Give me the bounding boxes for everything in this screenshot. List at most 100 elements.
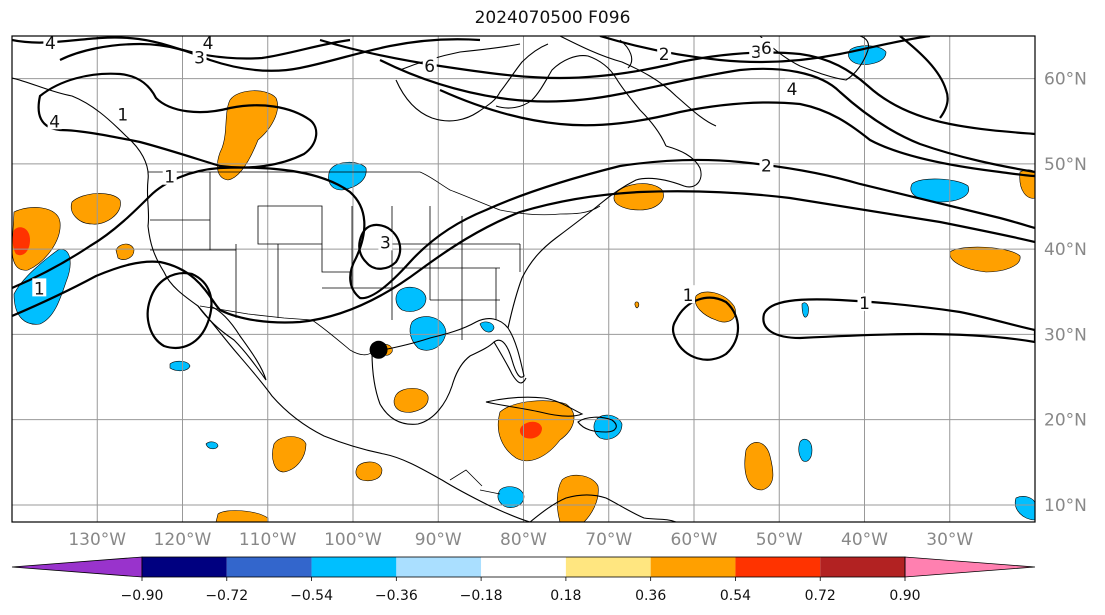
- colorbar-segment: [481, 557, 566, 577]
- contour-label-background: [759, 37, 774, 56]
- contour-value-label: 1: [683, 286, 694, 306]
- contour-line: [37, 72, 318, 169]
- latitude-labels: 60°N 50°N 40°N 30°N 20°N 10°N: [1044, 70, 1087, 516]
- anomaly-core: [12, 227, 31, 256]
- anomaly-region: [12, 207, 61, 271]
- contour-label-background: [422, 55, 437, 74]
- contour-lines: [12, 36, 1035, 361]
- contour-label-background: [115, 104, 130, 123]
- contour-line: [12, 36, 351, 60]
- colorbar-tick-labels: −0.90 −0.72 −0.54 −0.36 −0.18 0.18 0.36 0.54 0.7…: [121, 577, 921, 604]
- contour-line: [12, 158, 1035, 300]
- colorbar-tick-label: 0.54: [720, 588, 751, 604]
- latitude-tick-label: 30°N: [1044, 325, 1087, 345]
- contour-value-label: 1: [859, 294, 870, 314]
- map-gridlines: [12, 36, 1035, 522]
- colorbar-tick-label: −0.72: [205, 588, 248, 604]
- colorbar-tick-label: −0.90: [121, 588, 164, 604]
- colorbar-segment: [565, 557, 651, 577]
- contour-line: [319, 38, 1035, 136]
- latitude-tick-label: 50°N: [1044, 155, 1087, 175]
- colorbar-tick-label: 0.18: [550, 588, 581, 604]
- coastline-south-america: [529, 494, 677, 522]
- contour-line: [379, 59, 1035, 174]
- coastline-labrador: [495, 55, 667, 147]
- longitude-labels: 130°W 120°W 110°W 100°W 90°W 80°W 70°W 60°W 50°W…: [68, 530, 973, 550]
- colorbar-extend-max: [904, 556, 1036, 578]
- contour-label-background: [857, 292, 872, 311]
- anomaly-region: [634, 301, 640, 309]
- anomaly-region: [395, 286, 427, 312]
- anomaly-region: [1014, 496, 1035, 521]
- anomaly-region: [479, 321, 495, 333]
- contour-value-label: 1: [117, 105, 128, 125]
- contour-value-label: 2: [761, 157, 772, 177]
- coastline-north-america-pacific: [12, 77, 531, 522]
- anomaly-region: [169, 360, 191, 372]
- plot-title: 2024070500 F096: [474, 8, 631, 28]
- contour-line: [599, 36, 931, 64]
- longitude-tick-label: 30°W: [926, 530, 973, 550]
- latitude-tick-label: 10°N: [1044, 496, 1087, 516]
- longitude-tick-label: 80°W: [500, 530, 547, 550]
- map-frame: [11, 35, 1036, 523]
- coastline-florida: [493, 341, 527, 384]
- colorbar-frame: [141, 556, 906, 578]
- contour-value-label: 4: [45, 34, 56, 54]
- contour-line: [146, 272, 213, 349]
- colorbar-segment: [396, 557, 482, 577]
- contour-value-label: 2: [659, 45, 670, 65]
- contour-line: [762, 298, 1035, 344]
- contour-label-background: [657, 43, 672, 62]
- contour-line: [439, 88, 1035, 178]
- contour-label-background: [32, 278, 47, 297]
- border-us-canada: [148, 171, 601, 216]
- colorbar-tick-label: −0.36: [375, 588, 418, 604]
- contour-value-label: 4: [203, 34, 214, 54]
- colorbar-extend-min: [11, 556, 143, 578]
- anomaly-region: [355, 461, 383, 481]
- anomaly-core: [519, 421, 542, 439]
- contour-value-label: 6: [761, 39, 772, 59]
- coastline-gulf-of-mexico: [371, 318, 525, 425]
- colorbar-segment: [142, 557, 227, 577]
- anomaly-region: [497, 486, 525, 508]
- anomaly-region: [556, 474, 599, 522]
- anomaly-region: [115, 243, 135, 260]
- anomaly-region: [949, 246, 1021, 273]
- longitude-tick-label: 130°W: [68, 530, 126, 550]
- coastline-hispaniola: [577, 416, 617, 433]
- longitude-tick-label: 120°W: [154, 530, 212, 550]
- contour-value-label: 4: [49, 112, 60, 132]
- colorbar-tick-label: −0.54: [290, 588, 333, 604]
- coastline-hudson-bay: [395, 43, 549, 122]
- colorbar: [11, 556, 1036, 578]
- latitude-tick-label: 60°N: [1044, 70, 1087, 90]
- contour-label-background: [681, 285, 696, 304]
- anomaly-region: [593, 414, 623, 440]
- coastline-cuba: [485, 396, 584, 417]
- contour-line: [671, 296, 739, 361]
- coastlines: [12, 36, 870, 522]
- contour-value-label: 1: [34, 279, 45, 299]
- contour-line: [899, 36, 949, 119]
- anomaly-region: [613, 183, 664, 211]
- contour-label-background: [759, 155, 774, 174]
- colorbar-segment: [735, 557, 821, 577]
- coastline-baja: [197, 305, 267, 381]
- anomaly-region: [393, 388, 429, 413]
- contour-value-label: 3: [380, 233, 391, 253]
- contour-label-background: [785, 78, 800, 97]
- anomaly-region: [272, 436, 307, 473]
- colorbar-tick-label: 0.72: [805, 588, 836, 604]
- colorbar-tick-label: 0.90: [889, 588, 920, 604]
- contour-line: [12, 190, 1035, 324]
- longitude-tick-label: 50°W: [756, 530, 803, 550]
- contour-line: [59, 38, 481, 72]
- colorbar-segment: [226, 557, 312, 577]
- anomaly-region: [205, 441, 219, 450]
- latitude-tick-label: 40°N: [1044, 240, 1087, 260]
- longitude-tick-label: 60°W: [671, 530, 718, 550]
